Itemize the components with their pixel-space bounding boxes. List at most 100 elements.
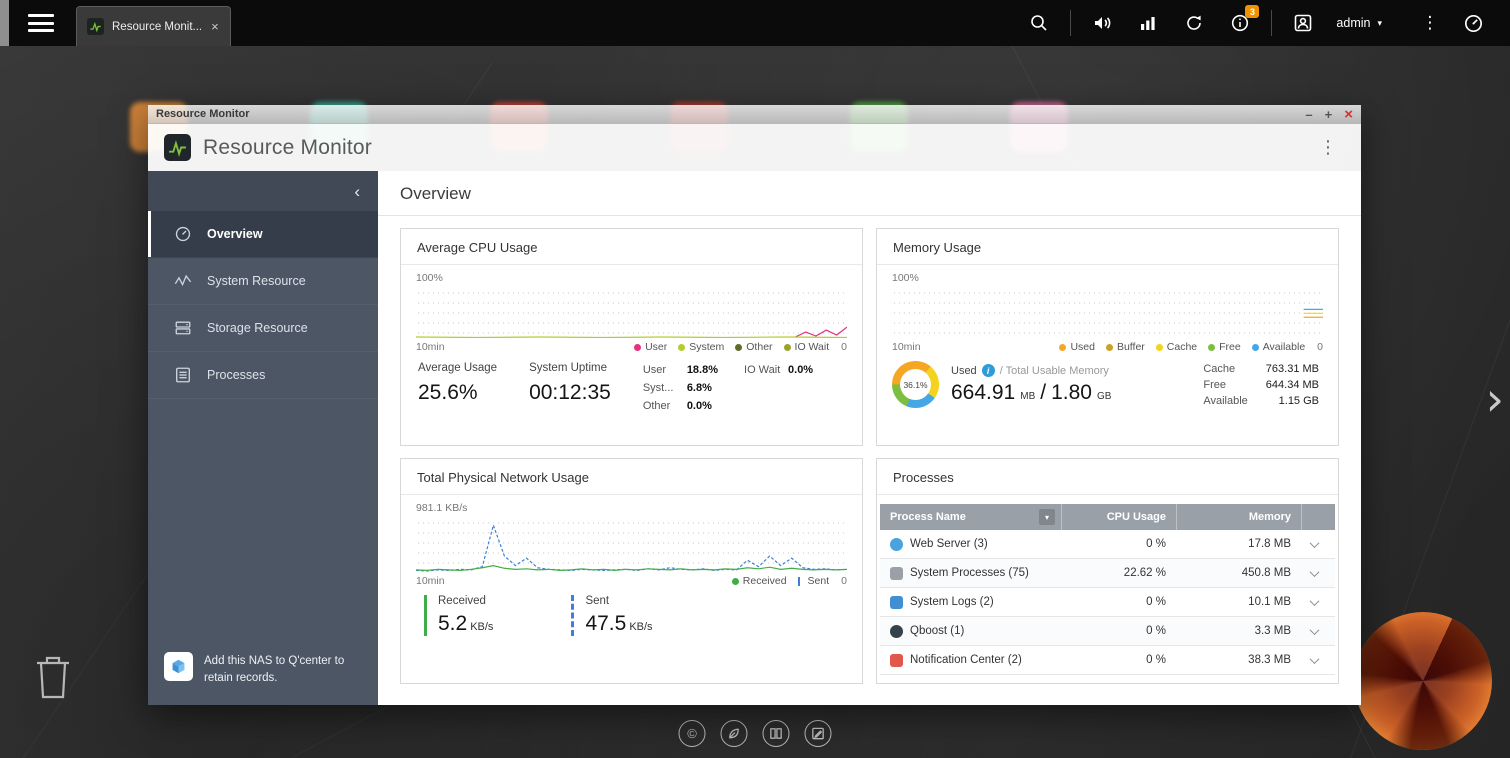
feedback-pencil-icon[interactable] <box>805 720 832 747</box>
stat-label: Received <box>438 595 493 607</box>
main-menu-icon[interactable] <box>28 14 54 32</box>
stat-value: 0.0% <box>687 400 712 412</box>
average-usage-stat: Average Usage 25.6% <box>418 362 497 416</box>
process-memory: 450.8 MB <box>1176 567 1301 579</box>
table-row[interactable]: Qboost (1) 0 % 3.3 MB <box>880 617 1335 646</box>
sidebar-item-storage-resource[interactable]: Storage Resource <box>148 305 378 352</box>
chevron-down-icon[interactable] <box>1310 654 1320 664</box>
y-axis-max-label: 981.1 KB/s <box>416 502 847 514</box>
window-menu-icon[interactable]: ⋮ <box>1311 137 1345 158</box>
detail-label: Cache <box>1203 363 1247 375</box>
stat-value: 00:12:35 <box>529 381 611 405</box>
process-name: System Logs (2) <box>910 596 1061 608</box>
background-tasks-icon[interactable] <box>1171 0 1217 46</box>
stat-unit: KB/s <box>470 621 493 633</box>
stat-value: 47.5 <box>585 612 626 635</box>
stat-label: System Uptime <box>529 362 611 374</box>
window-titlebar[interactable]: Resource Monitor – + × <box>148 105 1361 124</box>
memory-panel: Memory Usage 100% 10min Used Buffer <box>876 228 1339 446</box>
resource-monitor-app-icon <box>164 134 191 161</box>
qcenter-text: Add this NAS to Q'center to retain recor… <box>204 652 368 688</box>
chevron-down-icon[interactable] <box>1310 596 1320 606</box>
sidebar-item-label: Overview <box>207 227 263 241</box>
sidebar-collapse-button[interactable]: ‹ <box>148 171 378 211</box>
memory-panel-title: Memory Usage <box>877 229 1338 265</box>
divider <box>1070 10 1071 36</box>
processes-panel-title: Processes <box>877 459 1338 495</box>
app-title: Resource Monitor <box>203 136 372 160</box>
detail-value: 1.15 GB <box>1266 395 1319 407</box>
resource-usage-icon[interactable] <box>1125 0 1171 46</box>
x-axis-label: 10min <box>892 341 921 353</box>
system-logs-icon <box>890 596 903 609</box>
column-expand <box>1301 504 1335 530</box>
chevron-down-icon[interactable] <box>1310 625 1320 635</box>
legend-label: Other <box>746 341 772 353</box>
chevron-down-icon[interactable] <box>1310 538 1320 548</box>
table-row[interactable]: Notification Center (2) 0 % 38.3 MB <box>880 646 1335 675</box>
window-header: Resource Monitor ⋮ <box>148 124 1361 171</box>
page-title: Overview <box>400 184 471 203</box>
sort-caret-icon[interactable]: ▾ <box>1039 509 1055 525</box>
user-icon[interactable] <box>1280 0 1326 46</box>
stat-label: User <box>643 364 687 376</box>
other-legend-dot <box>735 344 742 351</box>
close-button[interactable]: × <box>1344 107 1353 122</box>
column-memory[interactable]: Memory <box>1176 504 1301 530</box>
y-axis-max-label: 100% <box>416 272 847 284</box>
qcenter-promo[interactable]: Add this NAS to Q'center to retain recor… <box>164 652 368 688</box>
dashboard-gauge-icon[interactable] <box>1450 0 1496 46</box>
desktop: Resource Monitor – + × Resource Monitor … <box>0 46 1510 758</box>
recycle-bin-icon[interactable] <box>33 653 73 706</box>
legend-label: Available <box>1263 341 1305 353</box>
total-usable-label: / Total Usable Memory <box>1000 365 1109 377</box>
leaf-icon[interactable] <box>721 720 748 747</box>
cache-legend-dot <box>1156 344 1163 351</box>
copyright-icon[interactable]: © <box>679 720 706 747</box>
process-name: System Processes (75) <box>910 567 1061 579</box>
tab-close-icon[interactable]: × <box>210 20 220 33</box>
info-icon[interactable]: i <box>982 364 995 377</box>
web-server-icon <box>890 538 903 551</box>
cpu-breakdown: User18.8% Syst...6.8% Other0.0% IO Wait0… <box>643 362 813 416</box>
waveform-icon <box>174 272 192 290</box>
process-memory: 3.3 MB <box>1176 625 1301 637</box>
y-axis-min-label: 0 <box>1317 341 1323 353</box>
sidebar-item-system-resource[interactable]: System Resource <box>148 258 378 305</box>
used-unit: MB <box>1020 391 1035 402</box>
io-wait-legend-dot <box>784 344 791 351</box>
more-options-icon[interactable]: ⋮ <box>1410 13 1450 33</box>
legend-label: Free <box>1219 341 1241 353</box>
admin-menu[interactable]: admin ▾ <box>1326 16 1392 30</box>
table-row[interactable]: Web Server (3) 0 % 17.8 MB <box>880 530 1335 559</box>
user-legend-dot <box>634 344 641 351</box>
detail-value: 763.31 MB <box>1266 363 1319 375</box>
x-axis-label: 10min <box>416 341 445 353</box>
resource-monitor-icon <box>87 18 104 35</box>
notification-icon[interactable]: 3 <box>1217 0 1263 46</box>
sidebar-item-processes[interactable]: Processes <box>148 352 378 399</box>
column-cpu-usage[interactable]: CPU Usage <box>1061 504 1176 530</box>
split-columns-icon[interactable] <box>763 720 790 747</box>
legend-label: User <box>645 341 667 353</box>
maximize-button[interactable]: + <box>1325 108 1333 121</box>
sidebar-item-overview[interactable]: Overview <box>148 211 378 258</box>
column-process-name[interactable]: Process Name ▾ <box>880 509 1061 525</box>
processes-table: Process Name ▾ CPU Usage Memory Web Serv… <box>880 504 1335 675</box>
search-icon[interactable] <box>1016 0 1062 46</box>
tab-resource-monitor[interactable]: Resource Monit... × <box>76 6 231 46</box>
stat-value: 25.6% <box>418 381 497 405</box>
next-desktop-arrow[interactable]: › <box>1486 376 1504 422</box>
chevron-down-icon[interactable] <box>1310 567 1320 577</box>
volume-icon[interactable] <box>1079 0 1125 46</box>
separator: / <box>1040 381 1046 405</box>
process-cpu: 0 % <box>1061 625 1176 637</box>
table-row[interactable]: System Processes (75) 22.62 % 450.8 MB <box>880 559 1335 588</box>
legend-label: IO Wait <box>795 341 830 353</box>
table-row[interactable]: System Logs (2) 0 % 10.1 MB <box>880 588 1335 617</box>
minimize-button[interactable]: – <box>1305 108 1312 121</box>
detail-label: Available <box>1203 395 1247 407</box>
tab-label: Resource Monit... <box>112 21 202 33</box>
chevron-left-icon: ‹ <box>354 183 360 200</box>
admin-label: admin <box>1336 16 1370 30</box>
